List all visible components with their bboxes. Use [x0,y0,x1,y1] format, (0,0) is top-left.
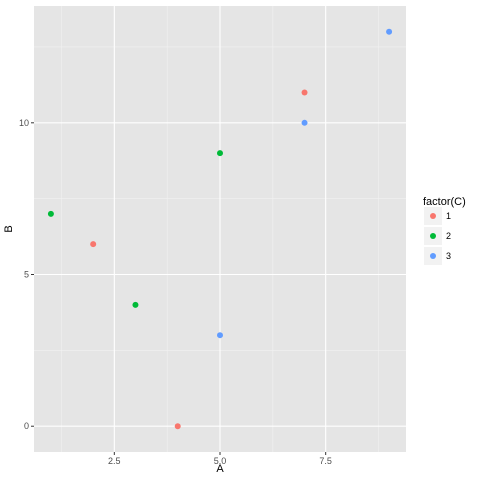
legend-dot-1 [430,213,436,219]
data-point-series-1 [301,89,308,96]
legend-dot-2 [430,233,436,239]
data-point-series-2 [132,301,139,308]
x-tick-label: 7.5 [319,456,332,466]
data-point-series-2 [217,150,223,157]
data-points [47,28,393,430]
legend-label-1: 1 [446,211,451,221]
y-axis-title: B [3,225,15,232]
legend: factor(C) 1 2 3 [423,196,466,265]
x-tick-label: 2.5 [108,456,121,466]
x-tick-label: 5.0 [214,456,227,466]
data-point-series-3 [386,28,393,35]
data-point-series-3 [301,119,308,126]
legend-dot-3 [430,253,436,259]
legend-label-2: 2 [446,231,451,241]
legend-title: factor(C) [423,196,466,208]
y-tick-label: 10 [19,118,29,128]
x-axis-title: A [216,463,224,475]
data-point-series-2 [47,210,54,217]
major-gridlines [34,6,406,452]
data-point-series-1 [90,241,97,248]
axis-ticks [31,122,327,455]
data-point-series-1 [174,423,181,430]
tick-labels: 2.5 5.0 7.5 0 5 10 [19,118,332,466]
y-tick-label: 5 [24,270,29,280]
data-point-series-3 [217,332,223,339]
y-tick-label: 0 [24,421,29,431]
legend-label-3: 3 [446,251,451,261]
